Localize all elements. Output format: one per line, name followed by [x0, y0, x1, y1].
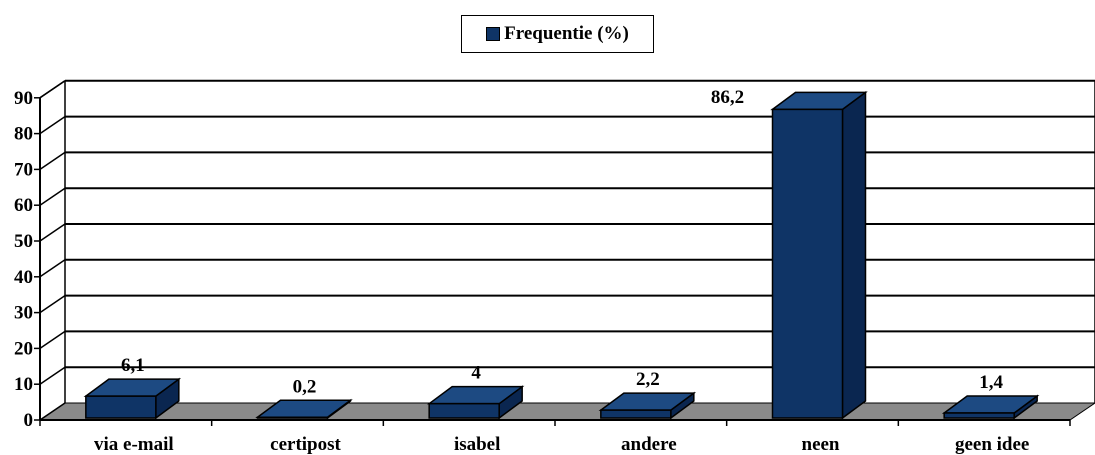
bar	[255, 398, 353, 420]
gridline-diagonal	[39, 366, 66, 385]
y-tick-label: 90	[14, 88, 33, 109]
bar-front	[85, 395, 157, 419]
x-tick-label: via e-mail	[94, 434, 174, 455]
data-label: 86,2	[711, 87, 744, 108]
chart-floor	[38, 402, 1095, 421]
data-label: 6,1	[121, 355, 145, 376]
y-tick-label: 80	[14, 124, 33, 145]
bar	[598, 391, 697, 420]
gridline-diagonal	[39, 187, 66, 206]
bar	[83, 377, 182, 420]
bar-front	[943, 412, 1015, 419]
y-tick-label: 10	[14, 374, 33, 395]
y-tick-label: 70	[14, 159, 33, 180]
bar-front	[600, 409, 672, 419]
bar	[426, 385, 525, 420]
bar-front	[428, 402, 500, 419]
legend-swatch	[486, 27, 501, 41]
data-label: 0,2	[293, 376, 317, 397]
gridline-diagonal	[39, 330, 66, 350]
x-tick-label: isabel	[454, 434, 500, 455]
y-tick-label: 0	[24, 410, 34, 431]
x-tick-label: geen idee	[955, 434, 1029, 455]
gridline-diagonal	[39, 259, 66, 278]
gridline-diagonal	[39, 151, 66, 171]
data-label: 2,2	[636, 369, 660, 390]
bar	[941, 394, 1040, 420]
gridline-diagonal	[39, 80, 66, 99]
legend-label: Frequentie (%)	[504, 23, 629, 44]
data-label: 1,4	[979, 372, 1003, 393]
x-tick-label: certipost	[270, 434, 341, 455]
y-tick-label: 40	[14, 267, 33, 288]
bar	[770, 90, 868, 420]
y-tick-label: 60	[14, 195, 33, 216]
bar-side	[841, 90, 867, 420]
gridline-diagonal	[39, 294, 66, 314]
bar-front	[256, 416, 329, 419]
gridline-diagonal	[39, 115, 66, 135]
y-tick-label: 20	[14, 338, 33, 359]
y-tick-label: 50	[14, 231, 33, 252]
bar-front	[771, 108, 844, 419]
gridline-diagonal	[39, 402, 66, 421]
data-label: 4	[471, 363, 481, 384]
x-tick-label: neen	[802, 434, 840, 455]
x-tick-label: andere	[621, 434, 677, 455]
y-tick-label: 30	[14, 303, 33, 324]
chart-legend: Frequentie (%)	[461, 15, 654, 53]
gridline-diagonal	[39, 223, 66, 242]
